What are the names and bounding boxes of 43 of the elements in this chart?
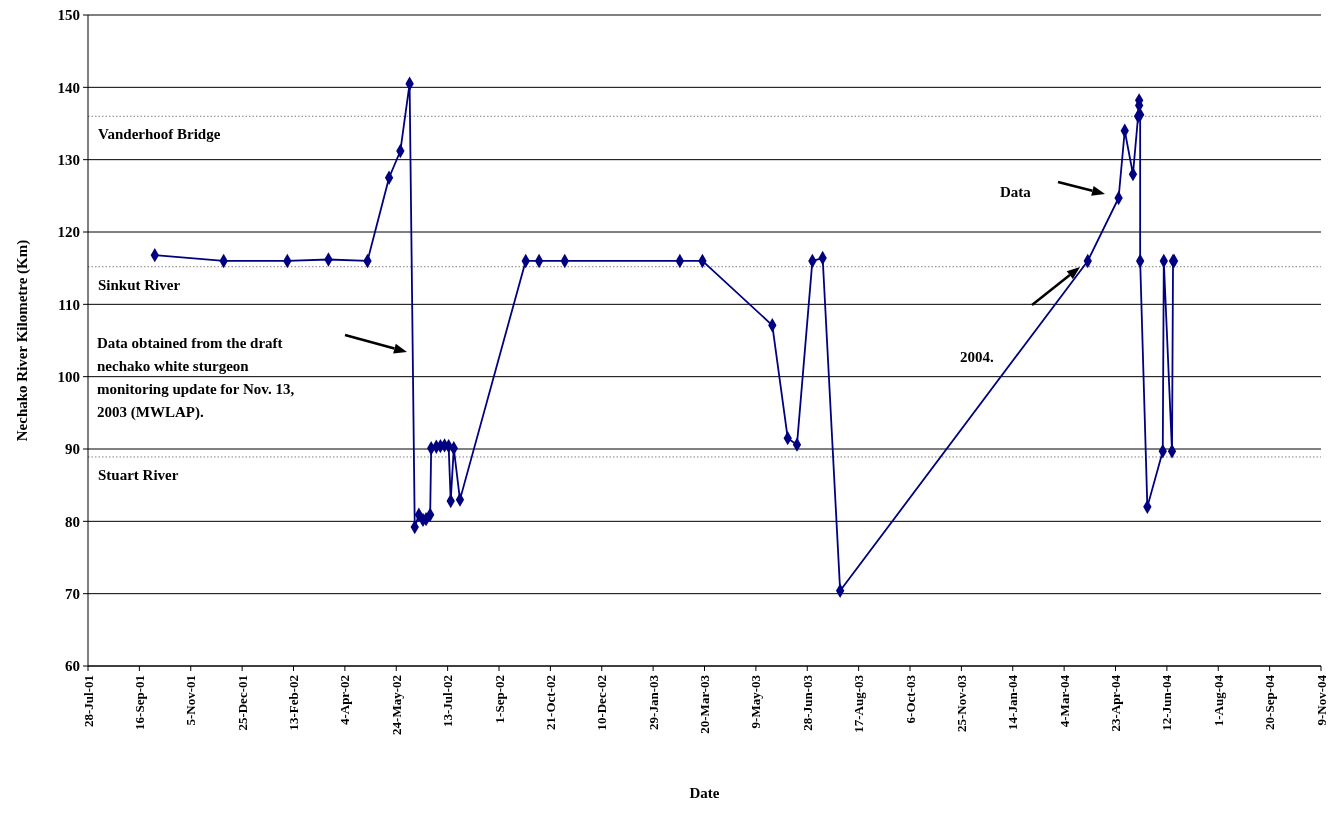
x-axis-title: Date [689,785,720,801]
x-tick-label: 13-Jul-02 [440,675,456,727]
x-tick-label: 1-Sep-02 [491,675,507,724]
x-tick-label: 23-Apr-04 [1108,674,1124,732]
annotation: 2004. [960,349,994,365]
y-tick-label: 140 [57,79,80,96]
annotation: Data [1000,184,1032,200]
x-tick-label: 10-Dec-02 [594,675,610,731]
x-tick-label: 29-Jan-03 [645,674,661,730]
x-tick-label: 20-Sep-04 [1262,674,1278,730]
x-tick-label: 9-Nov-04 [1313,674,1329,726]
x-tick-label: 5-Nov-01 [183,675,199,726]
x-tick-label: 21-Oct-02 [542,675,558,730]
x-tick-label: 16-Sep-01 [131,675,147,730]
annotation: Data obtained from the draft nechako white sturgeon monitoring update for Nov. 13, 2003 (MWLAP). [97,335,295,421]
x-tick-label: 25-Dec-01 [234,675,250,731]
y-axis-title: Nechako River Kilometre (Km) [14,239,32,442]
y-tick-label: 150 [57,7,80,24]
x-tick-label: 17-Aug-03 [851,674,867,733]
ref-line-label: Stuart River [98,466,179,483]
x-tick-label: 14-Jan-04 [1005,674,1021,730]
x-tick-label: 13-Feb-02 [286,675,302,731]
x-tick-label: 24-May-02 [388,675,404,735]
x-tick-label: 28-Jul-01 [80,675,96,727]
y-tick-label: 130 [57,151,80,168]
y-tick-label: 120 [57,224,80,241]
y-tick-label: 70 [65,585,80,602]
y-tick-label: 80 [65,513,80,530]
y-tick-label: 110 [58,296,80,313]
x-tick-label: 20-Mar-03 [697,674,713,734]
x-tick-label: 25-Nov-03 [953,674,969,733]
x-tick-label: 6-Oct-03 [902,674,918,724]
y-tick-label: 90 [65,441,80,458]
ref-line-label: Sinkut River [98,276,181,293]
y-tick-label: 100 [57,368,80,385]
x-tick-label: 4-Mar-04 [1056,674,1072,728]
x-tick-label: 9-May-03 [748,674,764,729]
x-tick-label: 12-Jun-04 [1159,674,1175,731]
x-tick-label: 28-Jun-03 [799,674,815,731]
y-tick-label: 60 [65,658,80,675]
ref-line-label: Vanderhoof Bridge [98,126,221,143]
x-tick-label: 1-Aug-04 [1210,674,1226,727]
x-tick-label: 4-Apr-02 [337,675,353,726]
